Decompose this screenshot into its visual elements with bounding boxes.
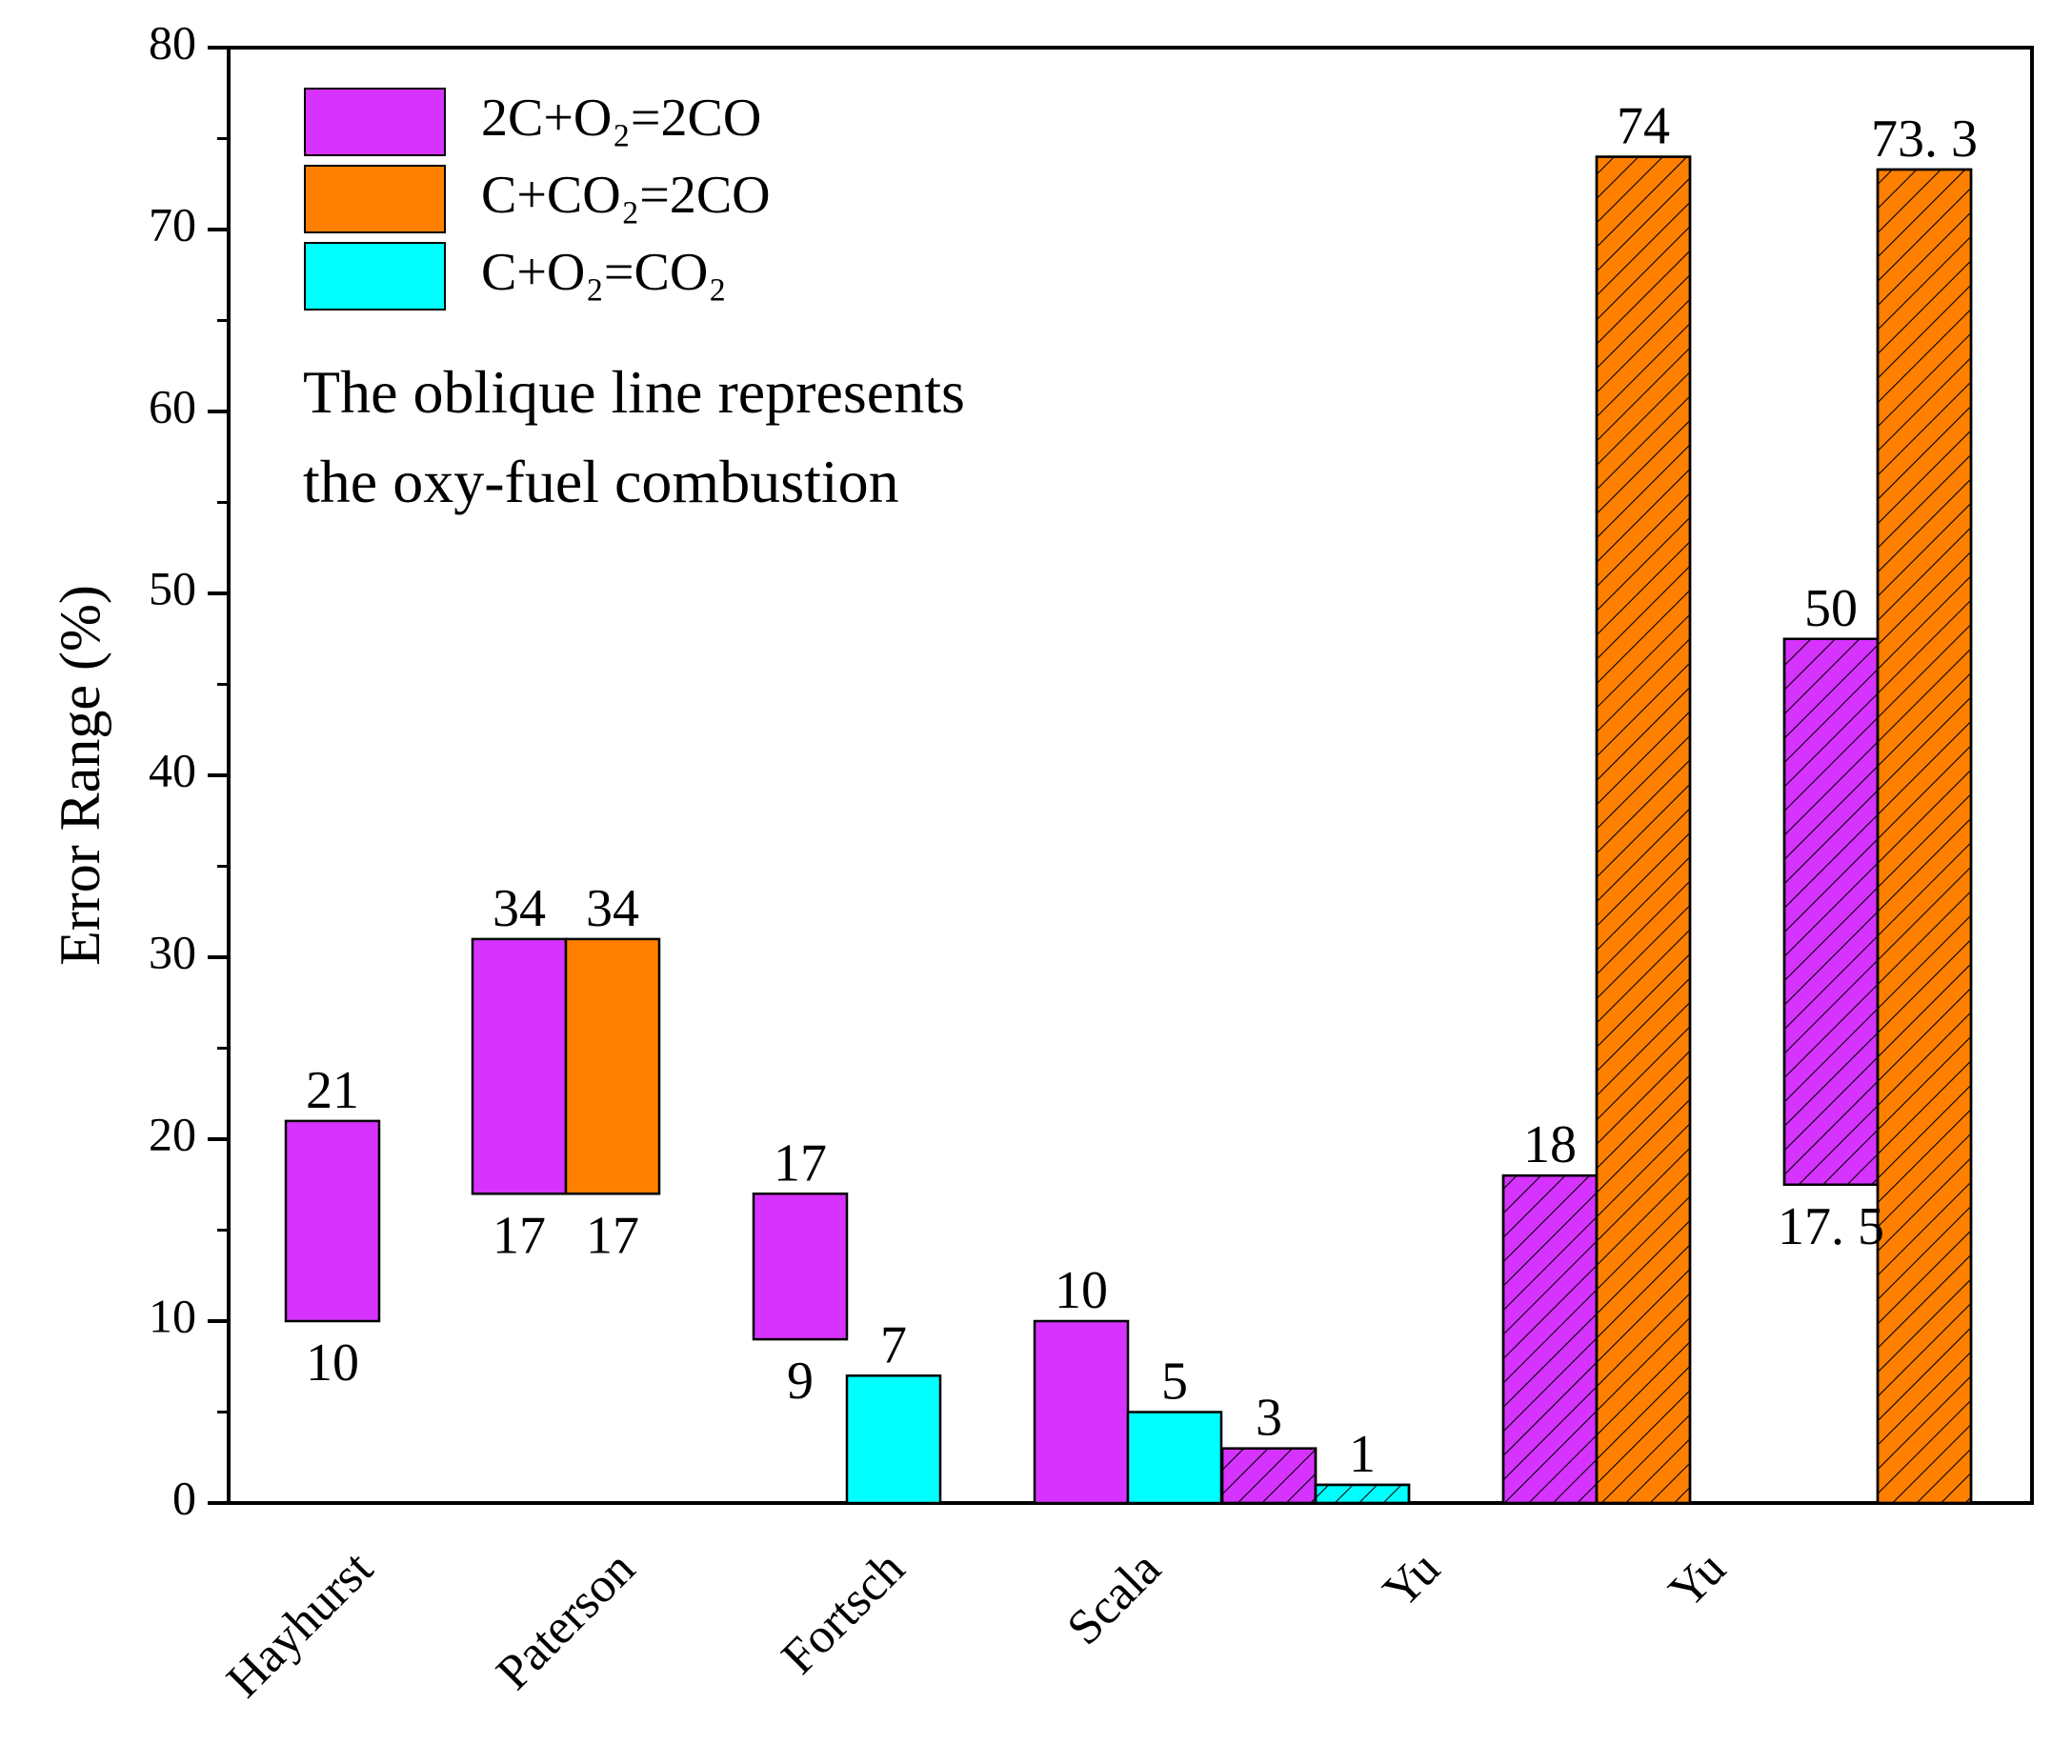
x-category-label: Scala — [1057, 1541, 1172, 1655]
bar-hatch — [1501, 1173, 1599, 1505]
data-label-high: 18 — [1523, 1115, 1577, 1174]
bar-fill — [1033, 1319, 1130, 1505]
x-axis: Hayhurst Paterson Fortsch Scala Yu Yu — [216, 1541, 1736, 1708]
bar-scala-series-2 — [1314, 1483, 1411, 1505]
data-label-low: 10 — [306, 1333, 359, 1393]
bar-scala-series-0 — [1033, 1319, 1130, 1505]
y-tick-label: 70 — [149, 197, 196, 251]
bar-fill — [564, 937, 661, 1195]
data-label-high: 50 — [1804, 579, 1858, 638]
y-tick-label: 60 — [149, 379, 196, 432]
annotation-line-2: the oxy-fuel combustion — [303, 448, 899, 515]
y-axis: 0 10 20 30 40 50 60 70 80 — [149, 15, 229, 1524]
y-axis-title: Error Range (%) — [49, 585, 111, 966]
y-tick-label: 10 — [149, 1289, 196, 1342]
data-label-high: 7 — [880, 1315, 907, 1374]
bar-hatch — [1782, 637, 1880, 1186]
data-label-high: 17 — [774, 1133, 827, 1193]
bar-yu-series-0 — [1782, 637, 1880, 1186]
y-tick-label: 30 — [149, 925, 196, 978]
data-label-high: 34 — [493, 879, 546, 938]
legend-label: C+CO₂=2CO — [481, 166, 771, 225]
data-label-low: 17 — [493, 1206, 546, 1265]
bar-fill — [471, 937, 568, 1195]
x-category-label: Hayhurst — [216, 1541, 383, 1708]
y-tick-label: 20 — [149, 1107, 196, 1160]
data-label-high: 74 — [1617, 97, 1670, 156]
data-label-high: 73. 3 — [1871, 110, 1978, 169]
bar-hatch — [1220, 1447, 1318, 1505]
bar-yu-series-1 — [1595, 155, 1692, 1505]
data-label-low: 17. 5 — [1778, 1197, 1884, 1256]
data-label-high: 5 — [1161, 1353, 1188, 1412]
data-label-high: 3 — [1256, 1389, 1282, 1448]
x-category-label: Yu — [1659, 1541, 1736, 1618]
bar-scala-series-2 — [1126, 1411, 1223, 1505]
x-category-label: Yu — [1373, 1541, 1450, 1618]
legend-swatch — [304, 88, 446, 156]
legend-label: 2C+O₂=2CO — [481, 89, 761, 148]
data-label-low: 9 — [787, 1352, 814, 1411]
bar-fortsch-series-2 — [845, 1374, 942, 1505]
data-label-high: 1 — [1349, 1425, 1376, 1484]
data-labels: 21 10 34 17 34 17 17 9 7 10 5 3 1 18 74 50 17. 5 73. 3 — [306, 97, 1978, 1484]
legend-label: C+O₂=CO₂ — [481, 243, 727, 302]
bar-fill — [752, 1193, 849, 1341]
bar-fill — [845, 1374, 942, 1505]
data-label-high: 34 — [586, 879, 639, 938]
bar-paterson-series-1 — [564, 937, 661, 1195]
bar-hayhurst-series-0 — [284, 1119, 381, 1323]
bar-hatch — [1314, 1483, 1411, 1505]
y-tick-label: 80 — [149, 15, 196, 69]
bar-hatch — [1595, 155, 1692, 1505]
bar-yu-series-0 — [1501, 1173, 1599, 1505]
y-tick-label: 40 — [149, 743, 196, 796]
bars — [284, 155, 1973, 1505]
y-tick-label: 50 — [149, 561, 196, 614]
y-tick-label: 0 — [172, 1471, 196, 1524]
data-label-high: 21 — [306, 1061, 359, 1120]
bar-yu-series-1 — [1876, 168, 1973, 1505]
x-category-label: Paterson — [487, 1541, 646, 1700]
annotation-line-1: The oblique line represents — [303, 358, 965, 426]
bar-fill — [284, 1119, 381, 1323]
data-label-low: 17 — [586, 1206, 639, 1265]
legend-swatch — [304, 242, 446, 311]
data-label-high: 10 — [1055, 1261, 1108, 1320]
legend: 2C+O₂=2CO C+CO₂=2CO C+O₂=CO₂ — [304, 88, 771, 311]
legend-swatch — [304, 165, 446, 233]
bar-fill — [1126, 1411, 1223, 1505]
bar-hatch — [1876, 168, 1973, 1505]
x-category-label: Fortsch — [772, 1541, 915, 1685]
bar-scala-series-0 — [1220, 1447, 1318, 1505]
bar-fortsch-series-0 — [752, 1193, 849, 1341]
bar-paterson-series-0 — [471, 937, 568, 1195]
